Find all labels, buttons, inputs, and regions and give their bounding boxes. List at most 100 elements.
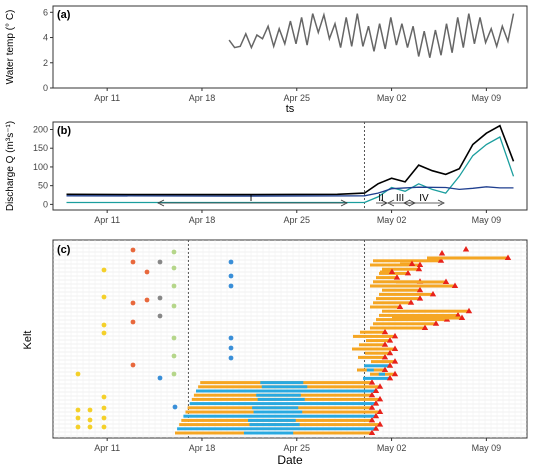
kelt-detection-dot [101, 394, 107, 400]
panel-c-x-tick-label: May 09 [472, 443, 502, 453]
panel-a-x-tick-label: Apr 18 [189, 93, 216, 103]
kelt-exit-marker [391, 345, 399, 351]
kelt-exit-marker [391, 370, 399, 377]
panel-a-y-tick-label: 6 [43, 7, 48, 17]
kelt-track-bar [177, 427, 376, 431]
kelt-exit-marker [381, 353, 389, 360]
kelt-exit-marker [415, 265, 423, 272]
panel-a-frame [52, 5, 528, 89]
kelt-track-bar [382, 309, 469, 313]
kelt-detection-dot [157, 313, 163, 319]
panel-b-x-tick-label: May 09 [472, 215, 502, 225]
kelt-exit-marker [386, 374, 394, 381]
kelt-exit-marker [376, 395, 384, 402]
period-label-I: I [250, 193, 253, 204]
panel-c-x-tick-label: May 02 [377, 443, 407, 453]
kelt-track-bar [364, 364, 390, 368]
kelt-detection-dot [157, 375, 163, 381]
panel-b-y-ticks: 0 50 100 150 200 [33, 124, 53, 209]
kelt-exit-marker [408, 260, 416, 266]
kelt-exit-marker [381, 366, 389, 372]
kelt-detection-dot [171, 265, 177, 271]
kelt-exit-marker [429, 290, 437, 297]
kelt-detection-dot [157, 295, 163, 301]
kelt-detection-dot [130, 300, 136, 306]
kelt-detection-dot [171, 353, 177, 359]
kelt-detection-dot [171, 283, 177, 289]
panel-b-period-arrows [157, 199, 445, 207]
kelt-exit-marker [454, 311, 462, 318]
kelt-track-bar [370, 284, 455, 288]
kelt-track-bar [376, 276, 397, 280]
kelt-exit-marker [416, 295, 424, 301]
kelt-detection-dot [228, 283, 234, 289]
kelt-track-bar [373, 301, 411, 305]
kelt-detection-dot [87, 407, 93, 413]
panel-b-y-axis-label-text: Discharge Q (m³s⁻¹) [5, 121, 16, 211]
kelt-track-bar [363, 376, 390, 380]
kelt-detection-dot [171, 371, 177, 377]
panel-b-x-tick-label: Apr 25 [284, 215, 311, 225]
panel-c-x-ticks: Apr 11 Apr 18 Apr 25 May 02 May 09 [94, 438, 501, 453]
kelt-track-bar [376, 318, 447, 322]
kelt-detection-dot [87, 417, 93, 423]
panel-c-x-tick-label: Apr 18 [189, 443, 216, 453]
kelt-exit-marker [458, 314, 466, 320]
kelt-detection-dot [75, 415, 81, 421]
period-label-III: III [396, 193, 404, 204]
kelt-track-bar [260, 381, 304, 385]
kelt-track-bar [252, 406, 299, 410]
panel-a-x-tick-label: May 02 [377, 93, 407, 103]
kelt-detection-dot [157, 259, 163, 265]
kelt-detection-dot [101, 267, 107, 273]
kelt-detection-dot [130, 259, 136, 265]
kelt-exit-marker [393, 274, 401, 280]
panel-c-x-tick-label: Apr 11 [94, 443, 120, 453]
kelt-track-bar [257, 397, 305, 401]
kelt-exit-marker [368, 404, 376, 410]
kelt-track-bar [373, 259, 441, 263]
panel-c-kelt-marks [75, 246, 512, 435]
kelt-track-bar [382, 267, 419, 271]
kelt-track-bar [183, 414, 376, 418]
kelt-track-bar [366, 368, 374, 372]
panel-c-x-axis-label: Date [277, 453, 303, 467]
kelt-detection-dot [130, 362, 136, 368]
panel-c-x-tick-label: Apr 25 [284, 443, 311, 453]
panel-b-x-tick-label: Apr 11 [94, 215, 120, 225]
panel-a-x-ticks: Apr 11 Apr 18 Apr 25 May 02 May 09 [94, 88, 501, 103]
panel-b-series-line [66, 136, 515, 204]
kelt-track-bar [256, 393, 301, 397]
kelt-track-bar [400, 262, 412, 266]
kelt-exit-marker [372, 387, 380, 393]
kelt-detection-dot [228, 335, 234, 341]
kelt-exit-marker [504, 254, 512, 260]
panel-c-label: (c) [57, 244, 71, 256]
kelt-exit-marker [368, 416, 376, 423]
kelt-track-bar [427, 256, 508, 260]
panel-a-x-tick-label: May 09 [472, 93, 502, 103]
kelt-track-bar [353, 334, 395, 338]
kelt-track-bar [249, 423, 300, 427]
panel-b-y-tick-label: 100 [33, 162, 48, 172]
kelt-exit-marker [376, 383, 384, 389]
panel-c: (c) Apr 11 Apr 18 Apr 25 May 02 May 09 Kelt … [22, 239, 528, 467]
kelt-exit-marker [368, 429, 376, 435]
panel-b-series-line [66, 186, 514, 197]
kelt-exit-marker [386, 337, 394, 343]
kelt-track-bar [376, 297, 420, 301]
kelt-track-bar [370, 263, 420, 267]
kelt-exit-marker [386, 349, 394, 356]
panel-a-y-ticks: 0 2 4 6 [43, 7, 53, 93]
kelt-detection-dot [101, 405, 107, 411]
panel-b-y-tick-label: 0 [43, 199, 48, 209]
kelt-exit-marker [381, 341, 389, 347]
kelt-track-bar [261, 385, 308, 389]
kelt-exit-marker [368, 379, 376, 385]
kelt-detection-dot [171, 335, 177, 341]
panel-b-y-tick-label: 150 [33, 143, 48, 153]
kelt-exit-marker [391, 332, 399, 339]
kelt-detection-dot [87, 424, 93, 430]
kelt-track-bar [366, 339, 390, 343]
kelt-detection-dot [228, 273, 234, 279]
